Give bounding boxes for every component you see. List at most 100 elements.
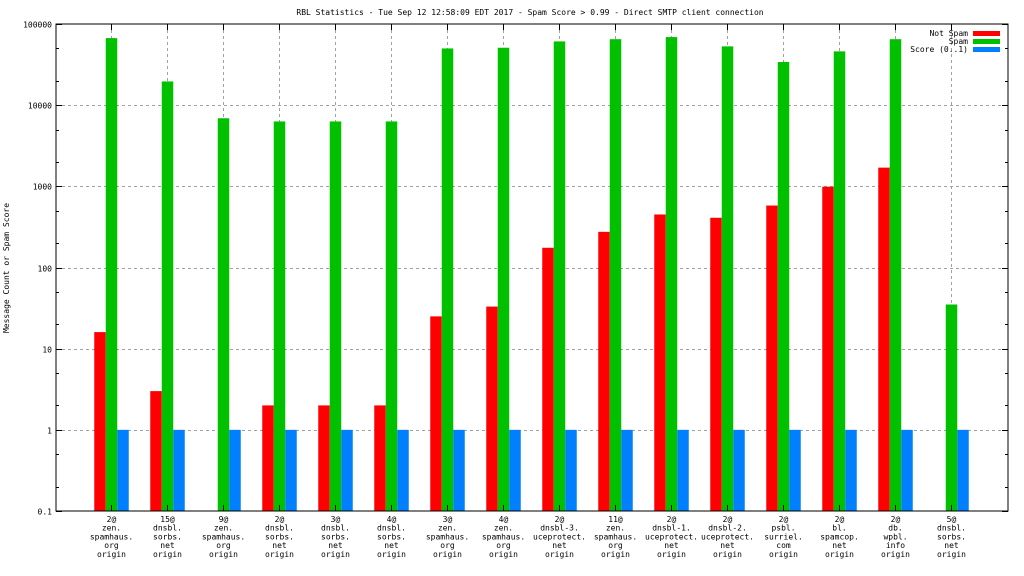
bar-not-spam xyxy=(150,391,162,511)
bar-score-0-1- xyxy=(677,429,689,511)
legend-swatch xyxy=(973,39,1000,44)
bar-score-0-1- xyxy=(453,429,465,511)
x-tick-label: sorbs. xyxy=(153,532,182,541)
x-tick-label: net xyxy=(832,541,847,550)
x-tick-label: origin xyxy=(377,550,406,559)
x-tick-label: psbl. xyxy=(771,524,795,533)
x-tick-label: wpbl. xyxy=(883,532,907,541)
x-tick-label: 2@ xyxy=(107,515,117,524)
x-tick-label: origin xyxy=(321,550,350,559)
x-tick-label: origin xyxy=(881,550,910,559)
y-tick-label: 10 xyxy=(42,346,52,355)
bar-spam xyxy=(777,62,790,512)
plot-frame xyxy=(55,23,1009,512)
x-tick-label: spamhaus. xyxy=(90,532,133,541)
x-tick-label: origin xyxy=(601,550,630,559)
bar-spam xyxy=(273,121,286,511)
bar-spam xyxy=(105,38,118,511)
x-tick-label: origin xyxy=(769,550,798,559)
x-tick-label: origin xyxy=(937,550,966,559)
x-tick-label: uceprotect. xyxy=(645,532,698,541)
x-tick-label: zen. xyxy=(214,524,233,533)
y-tick-label: 10000 xyxy=(28,102,52,111)
bar-spam xyxy=(889,39,902,511)
bar-spam xyxy=(721,46,734,511)
x-tick-label: 2@ xyxy=(779,515,789,524)
bar-score-0-1- xyxy=(565,429,577,511)
bar-score-0-1- xyxy=(901,429,913,511)
x-tick-label: 4@ xyxy=(387,515,397,524)
chart-title: RBL Statistics - Tue Sep 12 12:58:09 EDT… xyxy=(296,8,763,17)
y-tick-label: 1000 xyxy=(33,183,52,192)
bar-score-0-1- xyxy=(285,429,297,511)
x-tick-label: 5@ xyxy=(947,515,957,524)
x-tick-label: info xyxy=(886,541,905,550)
bar-not-spam xyxy=(94,332,106,511)
x-tick-label: origin xyxy=(209,550,238,559)
x-tick-label: 2@ xyxy=(275,515,285,524)
legend-swatch xyxy=(973,47,1000,52)
legend-swatch xyxy=(973,31,1000,36)
x-tick-label: spamhaus. xyxy=(482,532,525,541)
x-tick-label: zen. xyxy=(438,524,457,533)
x-tick-label: 3@ xyxy=(443,515,453,524)
x-tick-label: dnsbl-3. xyxy=(540,524,579,533)
x-tick-label: 2@ xyxy=(835,515,845,524)
x-tick-label: spamcop. xyxy=(820,532,859,541)
x-tick-label: zen. xyxy=(606,524,625,533)
x-tick-label: 3@ xyxy=(331,515,341,524)
bar-spam xyxy=(329,121,342,511)
x-tick-label: org xyxy=(216,541,231,550)
bar-score-0-1- xyxy=(845,429,857,511)
x-tick-label: net xyxy=(944,541,959,550)
x-tick-label: 11@ xyxy=(608,515,623,524)
bar-score-0-1- xyxy=(397,429,409,511)
bar-not-spam xyxy=(878,167,890,512)
legend-label: Spam xyxy=(949,37,968,46)
x-tick-label: sorbs. xyxy=(937,532,966,541)
x-tick-label: 15@ xyxy=(160,515,175,524)
bar-not-spam xyxy=(542,247,554,511)
bar-score-0-1- xyxy=(341,429,353,511)
x-tick-label: org xyxy=(440,541,455,550)
bar-spam xyxy=(441,48,454,512)
bar-score-0-1- xyxy=(173,429,185,511)
x-tick-label: db. xyxy=(888,524,902,533)
x-tick-label: dnsbl. xyxy=(377,524,406,533)
x-tick-label: zen. xyxy=(102,524,121,533)
x-tick-label: origin xyxy=(545,550,574,559)
x-tick-label: 2@ xyxy=(555,515,565,524)
x-tick-label: origin xyxy=(265,550,294,559)
bar-spam xyxy=(553,41,566,511)
bar-score-0-1- xyxy=(957,429,969,511)
grid xyxy=(56,24,1008,511)
x-tick-label: net xyxy=(664,541,679,550)
x-tick-label: origin xyxy=(433,550,462,559)
bar-not-spam xyxy=(318,405,330,511)
y-tick-label: 1 xyxy=(47,427,52,436)
x-tick-label: surriel. xyxy=(764,532,803,541)
x-tick-label: sorbs. xyxy=(321,532,350,541)
bar-score-0-1- xyxy=(621,429,633,511)
bars xyxy=(94,37,969,512)
x-tick-label: origin xyxy=(489,550,518,559)
bar-spam xyxy=(385,121,398,511)
bar-score-0-1- xyxy=(789,429,801,511)
bar-not-spam xyxy=(822,186,834,511)
x-tick-label: origin xyxy=(825,550,854,559)
x-tick-label: sorbs. xyxy=(265,532,294,541)
x-tick-label: net xyxy=(160,541,175,550)
legend-label: Score (0..1) xyxy=(910,45,968,54)
x-tick-label: dnsbl. xyxy=(937,524,966,533)
x-tick-label: uceprotect. xyxy=(701,532,754,541)
x-tick-label: origin xyxy=(153,550,182,559)
bar-spam xyxy=(609,39,622,511)
x-tick-label: zen. xyxy=(494,524,513,533)
legend-label: Not Spam xyxy=(929,29,968,38)
bar-spam xyxy=(665,37,678,512)
bar-not-spam xyxy=(374,405,386,511)
x-tick-label: uceprotect. xyxy=(533,532,586,541)
x-tick-label: 2@ xyxy=(723,515,733,524)
x-tick-label: net xyxy=(552,541,567,550)
x-tick-label: dnsbl. xyxy=(321,524,350,533)
